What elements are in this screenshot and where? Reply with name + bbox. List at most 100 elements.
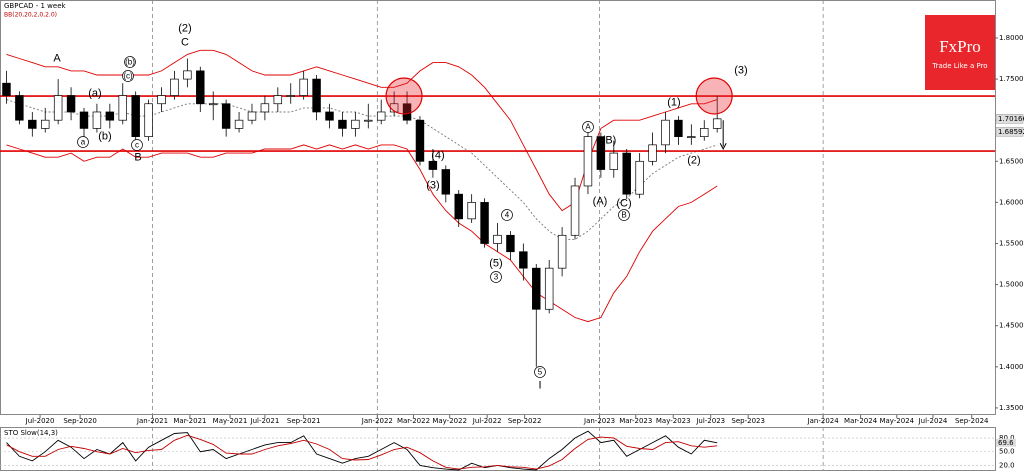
candle-body [428, 160, 438, 170]
candle-body [2, 82, 11, 96]
wave-circle [582, 121, 594, 133]
x-tick-label: Sep-2021 [287, 417, 321, 425]
wave-label: (b) [125, 58, 135, 67]
x-tick-label: May-2023 [656, 417, 691, 425]
wave-label: B [134, 151, 141, 163]
candle-body [53, 95, 63, 121]
candle-body [596, 136, 606, 170]
candle-body [28, 119, 37, 129]
x-tick-label: Mar-2022 [397, 417, 430, 425]
candle-body [286, 95, 295, 97]
x-tick-label: Jan-2024 [807, 417, 840, 425]
oscillator-tick-label: 80.0 [999, 434, 1015, 442]
down-arrow [719, 120, 727, 151]
oscillator-pane-frame [0, 427, 996, 471]
candle-body [170, 78, 179, 96]
candle-body [506, 234, 515, 253]
candle-body [79, 111, 89, 129]
candle-body [41, 119, 50, 129]
wave-circle [77, 136, 89, 148]
oscillator-title: STO Slow(14,3) [4, 429, 58, 437]
wave-circle [490, 271, 502, 283]
highlight-circle [695, 77, 733, 115]
wave-label: (3) [426, 179, 439, 191]
candle-body [712, 118, 722, 129]
wave-label: B [621, 211, 626, 220]
candle-body [493, 234, 502, 244]
candle-body [196, 70, 205, 105]
candle-body [622, 152, 631, 195]
y-tick-label: 1.40000 [999, 363, 1024, 371]
candle-body [441, 169, 451, 195]
price-pane-frame [0, 0, 996, 415]
price-marker-label: 1.68592 [998, 128, 1024, 136]
candle-body [15, 95, 24, 121]
highlight-circle [385, 77, 423, 115]
y-tick-label: 1.45000 [999, 322, 1024, 330]
y-tick-label: 1.55000 [999, 240, 1024, 248]
candle-body [325, 111, 334, 121]
candle-body [247, 111, 257, 121]
x-tick-label: Mar-2023 [619, 417, 652, 425]
candle-body [234, 119, 244, 129]
candle-body [338, 119, 347, 129]
candle-body [376, 111, 386, 121]
wave-circle [534, 366, 546, 378]
candle-body [118, 95, 127, 121]
candle-body [299, 78, 308, 96]
wave-label: c [135, 141, 139, 150]
candle-body [557, 234, 567, 269]
candle-body [480, 202, 489, 244]
wave-label: (5) [489, 257, 502, 269]
wave-label: a [81, 138, 86, 147]
wave-label: A [585, 123, 591, 132]
wave-label: (a) [88, 87, 101, 99]
candle-body [92, 111, 102, 129]
y-tick-label: 1.65000 [999, 157, 1024, 165]
x-tick-label: Jul-2021 [250, 417, 280, 425]
candle-body [519, 251, 528, 269]
x-tick-label: Mar-2024 [844, 417, 878, 425]
wave-label: 3 [494, 273, 499, 282]
x-tick-label: Jan-2022 [361, 417, 393, 425]
candle-body [544, 267, 554, 310]
candle-body [648, 144, 657, 162]
y-tick-label: 1.80000 [999, 34, 1024, 42]
x-tick-label: Jan-2021 [136, 417, 168, 425]
price-marker-label: 1.70166 [998, 115, 1024, 123]
oscillator-line [6, 434, 718, 470]
oscillator-marker [996, 438, 1016, 447]
x-tick-label: Mar-2021 [173, 417, 206, 425]
candle-body [570, 185, 580, 236]
wave-circle [122, 70, 134, 82]
wave-circle [131, 139, 143, 151]
candle-body [583, 136, 593, 187]
wave-label: 5 [538, 368, 543, 377]
candle-body [144, 103, 153, 137]
indicator-label: BB(20,20,2,0,2.0) [4, 12, 57, 19]
wave-circle [501, 209, 513, 221]
brand-tagline: Trade Like a Pro [931, 62, 987, 70]
x-tick-label: Jan-2023 [583, 417, 615, 425]
wave-label: (c) [123, 72, 133, 81]
chart-title: GBPCAD - 1 week [4, 2, 67, 10]
candle-body [402, 103, 412, 121]
wave-label: 4 [505, 211, 510, 220]
wave-label: (B) [602, 134, 617, 146]
x-tick-label: May-2021 [213, 417, 248, 425]
x-tick-label: Sep-2020 [63, 417, 97, 425]
candle-body [415, 119, 425, 162]
x-tick-label: Jul-2022 [472, 417, 502, 425]
x-tick-label: Sep-2022 [508, 417, 542, 425]
oscillator-marker-label: 69.6 [998, 439, 1014, 447]
candle-body [674, 119, 683, 137]
candle-body [351, 119, 360, 129]
wave-label: (2) [178, 22, 191, 34]
x-tick-label: May-2022 [432, 417, 467, 425]
candle-body [661, 119, 670, 146]
candle-body [609, 152, 619, 170]
y-tick-label: 1.60000 [999, 198, 1024, 206]
x-tick-label: Jul-2024 [918, 417, 948, 425]
wave-label: (A) [593, 195, 608, 207]
candle-body [66, 95, 76, 113]
